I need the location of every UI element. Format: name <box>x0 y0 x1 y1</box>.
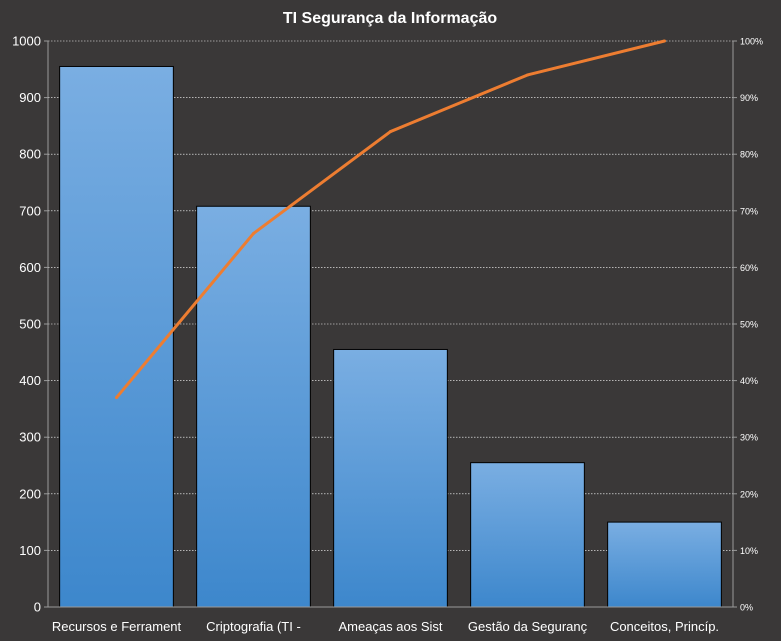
y-tick-label: 300 <box>19 430 41 445</box>
bar <box>470 462 585 608</box>
y2-tick-label: 70% <box>740 206 758 216</box>
bar <box>196 205 311 608</box>
x-tick-label: Gestão da Seguranç <box>468 619 588 634</box>
tick-labels: 0 100 200 300 400 500 600 700 800 900 1000 0% 10% 20%… <box>12 34 763 635</box>
bars <box>59 65 722 608</box>
y-tick-label: 1000 <box>12 34 41 49</box>
y2-tick-label: 100% <box>740 37 763 47</box>
y2-tick-label: 0% <box>740 603 753 613</box>
y2-tick-label: 80% <box>740 150 758 160</box>
y2-tick-label: 50% <box>740 320 758 330</box>
x-tick-label: Conceitos, Princíp. <box>610 619 719 634</box>
y-tick-label: 900 <box>19 90 41 105</box>
y2-tick-label: 40% <box>740 376 758 386</box>
y2-tick-label: 20% <box>740 489 758 499</box>
cumulative-line-group <box>115 39 666 400</box>
y2-tick-label: 60% <box>740 263 758 273</box>
y2-tick-label: 30% <box>740 433 758 443</box>
bar <box>333 348 448 608</box>
y2-tick-label: 10% <box>740 546 758 556</box>
axes <box>44 40 737 608</box>
x-tick-label: Recursos e Ferrament <box>52 619 182 634</box>
y-tick-label: 800 <box>19 147 41 162</box>
y-tick-label: 100 <box>19 543 41 558</box>
y-tick-label: 600 <box>19 260 41 275</box>
y-tick-label: 200 <box>19 486 41 501</box>
line-point <box>115 396 118 400</box>
line-point <box>252 231 255 235</box>
line-point <box>663 39 666 43</box>
x-tick-label: Criptografia (TI - <box>206 619 301 634</box>
y-tick-label: 400 <box>19 373 41 388</box>
y-tick-label: 0 <box>34 600 41 615</box>
bar <box>59 65 174 608</box>
y-tick-label: 700 <box>19 203 41 218</box>
y-tick-label: 500 <box>19 317 41 332</box>
y2-tick-label: 90% <box>740 93 758 103</box>
bar <box>607 521 722 608</box>
line-point <box>526 73 529 77</box>
x-tick-label: Ameaças aos Sist <box>338 619 442 634</box>
line-point <box>389 130 392 134</box>
chart-title: TI Segurança da Informação <box>283 10 498 27</box>
